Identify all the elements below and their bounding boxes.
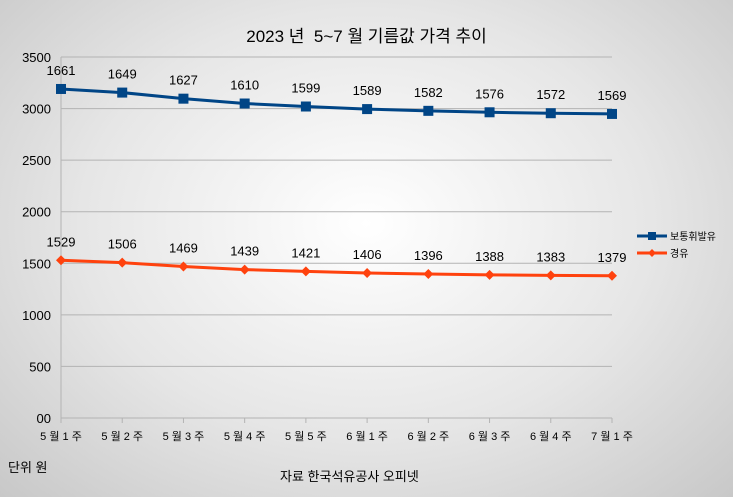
data-point (56, 255, 66, 266)
y-tick-label: 00 (37, 411, 51, 426)
y-tick-label: 1000 (22, 308, 51, 323)
x-tick-label: 5 월 5 주 (285, 430, 327, 443)
x-tick-label: 5 월 1 주 (40, 430, 82, 443)
data-label: 1421 (291, 245, 320, 260)
y-tick-label: 2000 (22, 205, 51, 220)
unit-note: 단위 원 (8, 460, 48, 475)
data-point (545, 270, 556, 281)
data-point (117, 257, 128, 268)
data-point (178, 261, 189, 272)
legend-label: 경유 (670, 247, 688, 260)
y-tick-label: 500 (29, 359, 51, 374)
data-label: 1379 (598, 250, 627, 265)
y-tick-label: 3500 (22, 50, 51, 65)
data-point (239, 98, 250, 109)
data-label: 1506 (108, 237, 137, 252)
data-label: 1661 (47, 63, 76, 78)
data-label: 1569 (598, 88, 627, 103)
source-note: 자료 한국석유공사 오피넷 (280, 469, 419, 484)
data-label: 1589 (353, 83, 382, 98)
x-tick-label: 6 월 3 주 (469, 430, 511, 443)
data-label: 1529 (47, 234, 76, 249)
x-tick-label: 6 월 2 주 (408, 430, 450, 443)
data-point (423, 269, 434, 280)
x-tick-label: 6 월 4 주 (530, 430, 572, 443)
series-line-1 (60, 258, 613, 278)
data-label: 1627 (169, 73, 198, 88)
data-label: 1610 (230, 78, 259, 93)
x-tick-label: 5 월 2 주 (101, 430, 143, 443)
data-point (484, 269, 495, 280)
data-point (362, 267, 373, 278)
y-tick-label: 1500 (22, 256, 51, 271)
data-label: 1599 (291, 81, 320, 96)
data-point (117, 87, 128, 98)
chart-title: 2023 년 5~7 월 기름값 가격 추이 (246, 27, 487, 46)
x-tick-label: 5 월 4 주 (224, 430, 266, 443)
data-label: 1406 (353, 247, 382, 262)
legend-marker (648, 249, 656, 257)
data-point (607, 270, 617, 281)
data-label: 1469 (169, 240, 198, 255)
x-tick-label: 5 월 3 주 (163, 430, 205, 443)
data-point (239, 264, 250, 275)
data-point (300, 266, 311, 277)
data-point (362, 104, 373, 115)
data-point (607, 108, 617, 119)
data-point (484, 107, 495, 118)
data-label: 1383 (536, 249, 565, 264)
data-label: 1439 (230, 244, 259, 259)
x-tick-label: 6 월 1 주 (346, 430, 388, 443)
legend-label: 보통휘발유 (670, 231, 716, 243)
data-label: 1572 (536, 87, 565, 102)
y-tick-label: 2500 (22, 153, 51, 168)
data-point (300, 101, 311, 112)
series-line-0 (60, 87, 613, 116)
y-tick-label: 3000 (22, 102, 51, 117)
data-label: 1582 (414, 85, 443, 100)
data-label: 1576 (475, 86, 504, 101)
data-label: 1649 (108, 67, 137, 82)
data-point (545, 108, 556, 119)
x-tick-label: 7 월 1 주 (591, 430, 633, 443)
data-label: 1396 (414, 248, 443, 263)
data-point (178, 93, 189, 104)
data-point (56, 83, 66, 94)
data-point (423, 105, 434, 116)
legend-marker (648, 232, 656, 240)
data-label: 1388 (475, 249, 504, 264)
